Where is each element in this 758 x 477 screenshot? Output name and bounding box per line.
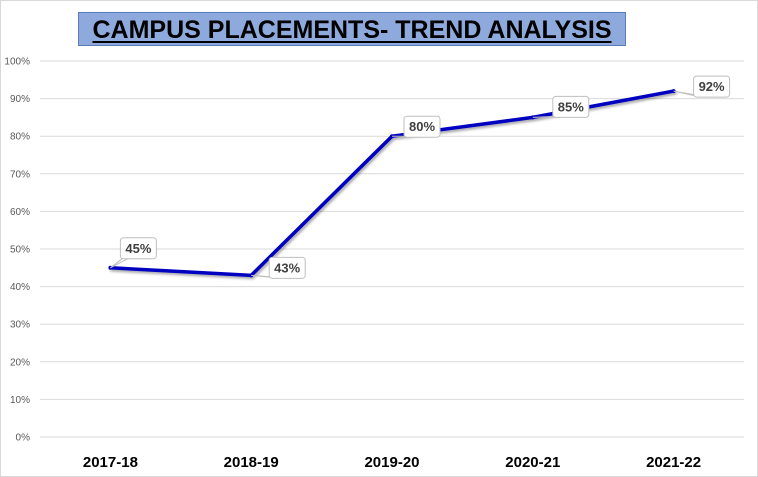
series-line xyxy=(108,89,676,278)
data-label-text: 80% xyxy=(409,119,435,134)
data-label: 45% xyxy=(110,237,157,269)
data-label: 80% xyxy=(392,115,441,138)
data-label-box xyxy=(693,75,731,98)
y-tick-label: 100% xyxy=(4,57,30,68)
y-tick-label: 60% xyxy=(10,207,30,218)
y-tick-label: 50% xyxy=(10,245,30,256)
y-tick-label: 40% xyxy=(10,282,30,293)
data-label-box xyxy=(403,115,441,138)
data-label-box xyxy=(119,237,157,260)
y-tick-label: 20% xyxy=(10,357,30,368)
y-tick-label: 70% xyxy=(10,169,30,180)
data-labels: 45% 43% 80% 85% 92% xyxy=(110,75,731,279)
y-tick-label: 30% xyxy=(10,320,30,331)
data-label: 85% xyxy=(532,95,590,118)
data-label-box xyxy=(552,95,590,118)
x-category-label: 2017-18 xyxy=(83,454,138,471)
y-axis-tick-labels: 0% 10% 20% 30% 40% 50% 60% 70% 80% 90% 100% xyxy=(4,57,30,444)
data-label: 92% xyxy=(673,75,731,98)
y-tick-label: 80% xyxy=(10,132,30,143)
x-category-label: 2019-20 xyxy=(364,454,419,471)
data-label-text: 92% xyxy=(699,79,725,94)
x-axis-category-labels: 2017-18 2018-19 2019-20 2020-21 2021-22 xyxy=(83,454,701,471)
y-tick-label: 0% xyxy=(16,433,31,444)
data-label: 43% xyxy=(251,256,306,279)
data-label-box xyxy=(268,256,306,279)
x-category-label: 2021-22 xyxy=(646,454,701,471)
data-label-text: 45% xyxy=(125,241,151,256)
data-label-text: 85% xyxy=(558,99,584,114)
chart-title: CAMPUS PLACEMENTS- TREND ANALYSIS xyxy=(78,12,626,46)
y-tick-label: 90% xyxy=(10,94,30,105)
x-category-label: 2020-21 xyxy=(505,454,560,471)
data-label-text: 43% xyxy=(274,260,300,275)
x-category-label: 2018-19 xyxy=(224,454,279,471)
y-tick-label: 10% xyxy=(10,395,30,406)
